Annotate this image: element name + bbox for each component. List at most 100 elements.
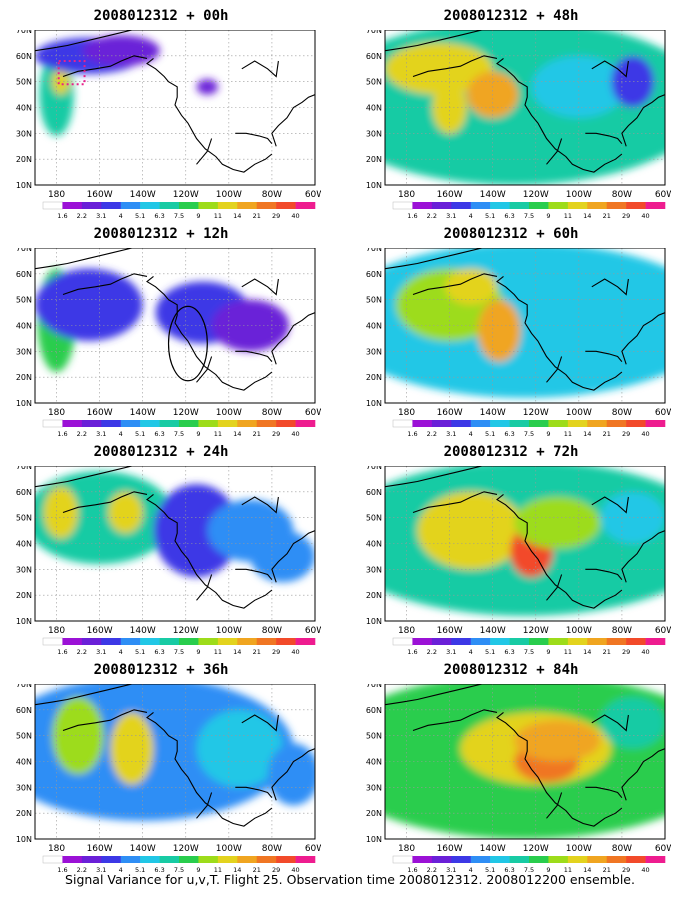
- colorbar-level-label: 3.1: [96, 866, 106, 874]
- lat-tick-label: 50N: [16, 78, 32, 87]
- colorbar-swatch: [179, 638, 199, 645]
- lon-tick-label: 120W: [523, 190, 549, 200]
- colorbar-swatch: [626, 638, 646, 645]
- colorbar-swatch: [81, 638, 102, 645]
- colorbar-level-label: 40: [641, 648, 649, 656]
- colorbar-level-label: 11: [564, 430, 572, 438]
- lat-tick-label: 10N: [16, 181, 32, 190]
- variance-blob: [417, 491, 525, 570]
- colorbar-level-label: 7.5: [174, 648, 184, 656]
- lat-tick-label: 40N: [16, 540, 32, 549]
- lon-tick-label: 120W: [173, 626, 199, 636]
- lon-tick-label: 100W: [566, 844, 592, 854]
- colorbar-level-label: 5.1: [135, 648, 145, 656]
- colorbar-level-label: 2.2: [427, 212, 437, 220]
- colorbar-level-label: 40: [641, 866, 649, 874]
- colorbar-swatch: [392, 419, 413, 428]
- lon-tick-label: 80W: [612, 844, 632, 854]
- variance-blob: [43, 486, 79, 539]
- colorbar-level-label: 3.1: [96, 648, 106, 656]
- colorbar-swatch: [529, 202, 549, 209]
- lat-tick-label: 70N: [366, 248, 382, 253]
- colorbar: 1.6 2.2 3.1 4 5.1 6.3 7.5 9 11 14 21 29 40: [42, 637, 316, 656]
- colorbar-level-label: 40: [291, 648, 299, 656]
- variance-blob: [514, 720, 601, 762]
- lat-tick-label: 40N: [16, 104, 32, 113]
- colorbar-level-label: 14: [233, 648, 241, 656]
- panel-title: 2008012312 + 48h: [443, 8, 579, 24]
- map-panel-p24: 2008012312 + 24h 10N 20N 30N 40N 50N 60N 70N 180…: [1, 444, 321, 659]
- colorbar: 1.6 2.2 3.1 4 5.1 6.3 7.5 9 11 14 21 29 40: [392, 201, 666, 220]
- figure-caption: Signal Variance for u,v,T. Flight 25. Ob…: [65, 872, 635, 887]
- variance-blob: [110, 712, 154, 785]
- colorbar-level-label: 21: [253, 430, 261, 438]
- colorbar-level-label: 40: [641, 212, 649, 220]
- lat-tick-label: 20N: [366, 591, 382, 600]
- lon-tick-label: 160W: [437, 626, 463, 636]
- colorbar: 1.6 2.2 3.1 4 5.1 6.3 7.5 9 11 14 21 29 40: [42, 419, 316, 438]
- lon-tick-label: 180: [398, 408, 415, 418]
- colorbar-swatch: [101, 420, 122, 427]
- colorbar-level-label: 4: [469, 648, 473, 656]
- lon-tick-label: 180: [398, 626, 415, 636]
- colorbar-swatch: [392, 201, 413, 210]
- lat-tick-label: 50N: [366, 296, 382, 305]
- colorbar-level-label: 6.3: [154, 648, 164, 656]
- colorbar-level-label: 7.5: [524, 430, 534, 438]
- colorbar-level-label: 5.1: [485, 212, 495, 220]
- lat-tick-label: 60N: [16, 488, 32, 497]
- lon-tick-label: 100W: [566, 190, 592, 200]
- colorbar-level-label: 9: [546, 648, 550, 656]
- colorbar-swatch: [470, 202, 491, 209]
- lon-tick-label: 100W: [566, 408, 592, 418]
- colorbar-level-label: 29: [622, 430, 630, 438]
- variance-blob: [52, 696, 104, 775]
- colorbar-level-label: 2.2: [77, 866, 87, 874]
- lon-tick-label: 80W: [262, 844, 282, 854]
- lat-tick-label: 10N: [366, 181, 382, 190]
- colorbar-level-label: 40: [291, 430, 299, 438]
- map-plot: 10N 20N 30N 40N 50N 60N 70N 180 160W 140W 120W 100W…: [366, 684, 671, 874]
- colorbar-level-label: 29: [272, 866, 280, 874]
- colorbar-swatch: [645, 202, 666, 209]
- coastline: [385, 30, 665, 173]
- colorbar-level-label: 21: [603, 648, 611, 656]
- lon-tick-label: 140W: [130, 626, 156, 636]
- variance-blob: [445, 268, 497, 305]
- colorbar-level-label: 7.5: [524, 866, 534, 874]
- lat-tick-label: 20N: [16, 809, 32, 818]
- colorbar-swatch: [179, 420, 199, 427]
- lat-tick-label: 30N: [366, 565, 382, 574]
- colorbar-level-label: 9: [546, 212, 550, 220]
- colorbar-level-label: 5.1: [135, 212, 145, 220]
- lon-tick-label: 80W: [262, 190, 282, 200]
- colorbar-swatch: [509, 856, 530, 863]
- colorbar-level-label: 5.1: [135, 430, 145, 438]
- lat-tick-label: 20N: [366, 373, 382, 382]
- colorbar-swatch: [81, 420, 102, 427]
- colorbar-level-label: 40: [641, 430, 649, 438]
- coastline: [35, 248, 315, 391]
- colorbar-level-label: 21: [253, 212, 261, 220]
- colorbar-level-label: 9: [546, 430, 550, 438]
- colorbar-level-label: 9: [196, 866, 200, 874]
- colorbar-level-label: 7.5: [174, 430, 184, 438]
- colorbar-level-label: 6.3: [504, 866, 514, 874]
- lat-tick-label: 50N: [366, 78, 382, 87]
- lat-tick-label: 50N: [16, 514, 32, 523]
- lat-tick-label: 20N: [16, 373, 32, 382]
- variance-blob: [211, 299, 290, 352]
- colorbar-swatch: [295, 202, 316, 209]
- colorbar-level-label: 4: [469, 430, 473, 438]
- colorbar-swatch: [42, 201, 63, 210]
- colorbar-swatch: [451, 856, 472, 863]
- colorbar-level-label: 3.1: [446, 212, 456, 220]
- coastline: [35, 30, 315, 173]
- colorbar-swatch: [256, 420, 277, 427]
- colorbar-level-label: 1.6: [407, 430, 417, 438]
- colorbar-swatch: [295, 638, 316, 645]
- colorbar-level-label: 21: [603, 430, 611, 438]
- colorbar-swatch: [412, 420, 433, 427]
- lon-tick-label: 60W: [655, 190, 671, 200]
- colorbar-level-label: 14: [583, 430, 591, 438]
